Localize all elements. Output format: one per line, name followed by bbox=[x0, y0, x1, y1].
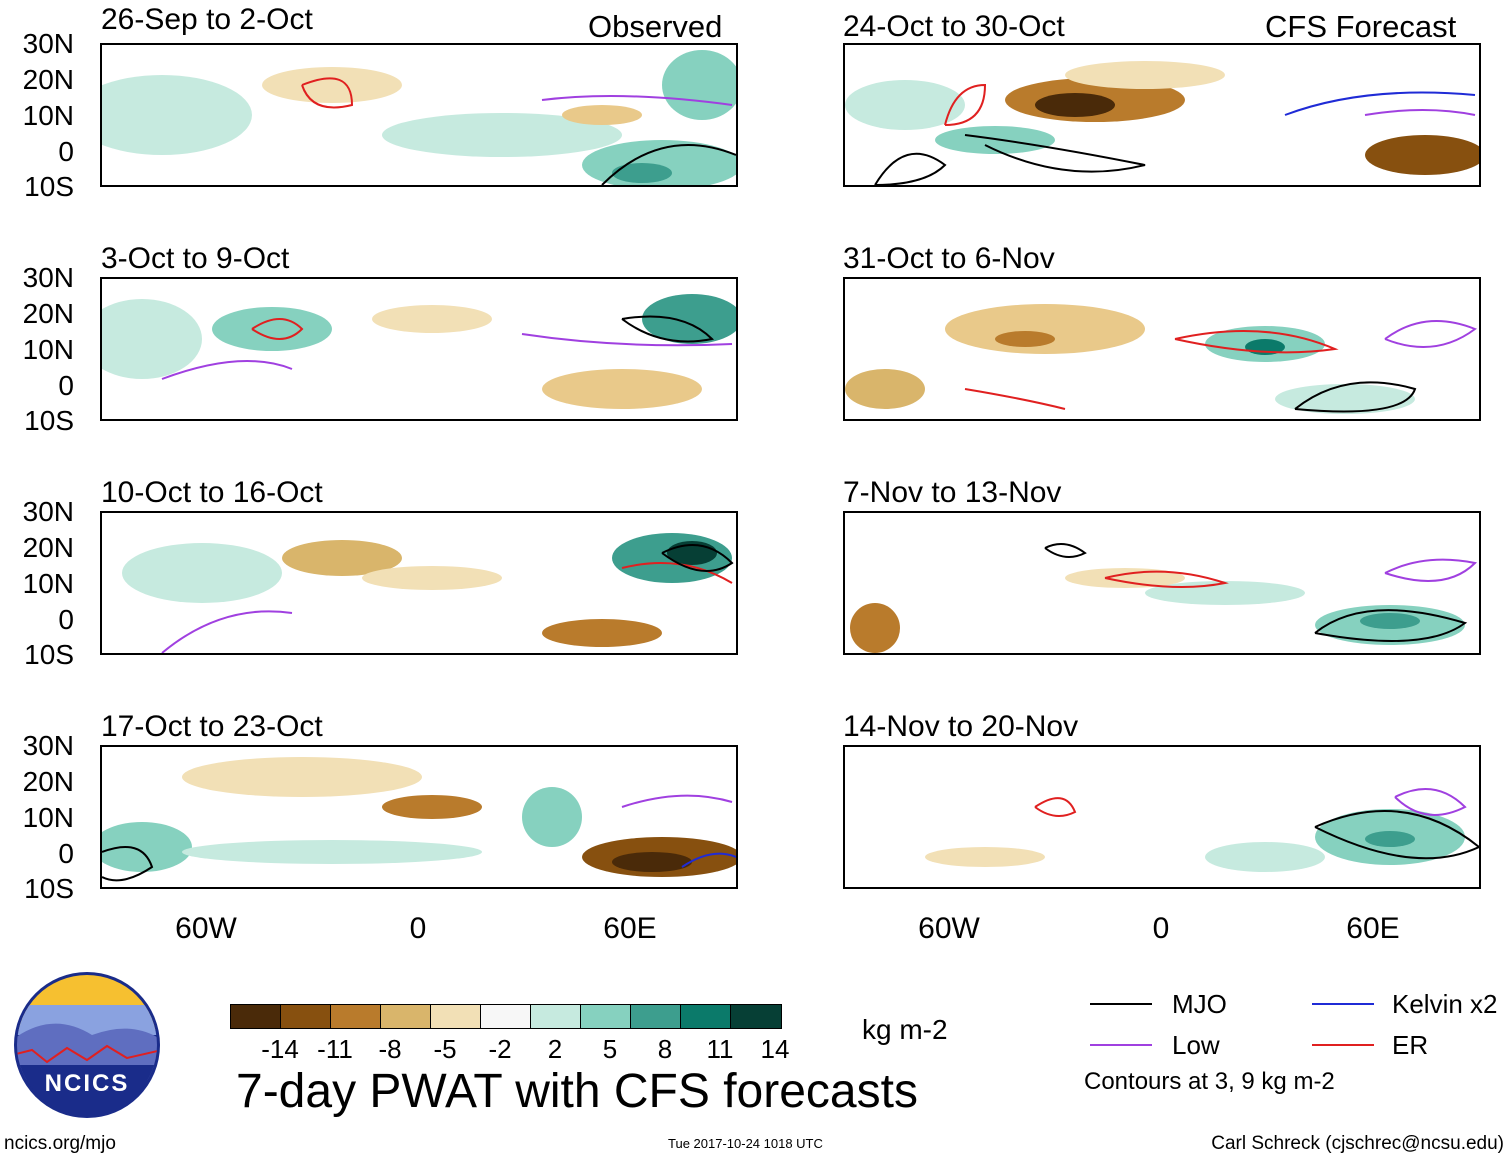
footer-center: Tue 2017-10-24 1018 UTC bbox=[668, 1136, 823, 1151]
panel-5-title: 10-Oct to 16-Oct bbox=[101, 476, 323, 509]
map-panel-4 bbox=[843, 277, 1481, 421]
panel-7-title: 17-Oct to 23-Oct bbox=[101, 710, 323, 743]
logo-text: NCICS bbox=[44, 1070, 130, 1097]
colorbar-swatch bbox=[431, 1005, 481, 1028]
main-title: 7-day PWAT with CFS forecasts bbox=[236, 1065, 918, 1118]
panel-6-title: 7-Nov to 13-Nov bbox=[843, 476, 1062, 509]
legend-low-line bbox=[1090, 1044, 1152, 1046]
colorbar-swatch bbox=[381, 1005, 431, 1028]
panel-1-title: 26-Sep to 2-Oct bbox=[101, 3, 313, 36]
colorbar-swatch bbox=[281, 1005, 331, 1028]
panel-4-title: 31-Oct to 6-Nov bbox=[843, 242, 1055, 275]
legend-low-label: Low bbox=[1172, 1030, 1220, 1060]
map-panel-2 bbox=[843, 43, 1481, 187]
panel-8-map bbox=[845, 747, 1479, 887]
colorbar-unit: kg m-2 bbox=[862, 1014, 948, 1045]
panel-2-map bbox=[845, 45, 1479, 185]
panel-3-title: 3-Oct to 9-Oct bbox=[101, 242, 290, 275]
map-panel-8 bbox=[843, 745, 1481, 889]
map-panel-1 bbox=[100, 43, 738, 187]
map-panel-6 bbox=[843, 511, 1481, 655]
cfs-forecast-tag: CFS Forecast bbox=[1265, 9, 1457, 44]
legend-kelvin-label: Kelvin x2 bbox=[1392, 989, 1498, 1019]
panel-7-map bbox=[102, 747, 736, 887]
map-panel-3 bbox=[100, 277, 738, 421]
panel-4-map bbox=[845, 279, 1479, 419]
map-panel-5 bbox=[100, 511, 738, 655]
colorbar-swatch bbox=[531, 1005, 581, 1028]
footer-right: Carl Schreck (cjschrec@ncsu.edu) bbox=[1211, 1133, 1504, 1154]
panel-3-map bbox=[102, 279, 736, 419]
panel-6-map bbox=[845, 513, 1479, 653]
colorbar-swatch bbox=[731, 1005, 781, 1028]
panel-2-title: 24-Oct to 30-Oct bbox=[843, 10, 1065, 43]
colorbar bbox=[230, 1004, 782, 1029]
legend-mjo-line bbox=[1090, 1003, 1152, 1005]
legend-note: Contours at 3, 9 kg m-2 bbox=[1084, 1068, 1335, 1095]
colorbar-swatch bbox=[681, 1005, 731, 1028]
legend-er-label: ER bbox=[1392, 1030, 1429, 1060]
observed-tag: Observed bbox=[588, 9, 723, 44]
panel-5-map bbox=[102, 513, 736, 653]
panel-1-map bbox=[102, 45, 736, 185]
colorbar-swatch bbox=[481, 1005, 531, 1028]
legend-mjo-label: MJO bbox=[1172, 989, 1227, 1019]
colorbar-swatch bbox=[631, 1005, 681, 1028]
colorbar-swatch bbox=[231, 1005, 281, 1028]
ncics-logo: NCICS bbox=[12, 970, 162, 1120]
legend-kelvin-line bbox=[1312, 1003, 1374, 1005]
footer-left: ncics.org/mjo bbox=[4, 1133, 116, 1154]
panel-8-title: 14-Nov to 20-Nov bbox=[843, 710, 1079, 743]
colorbar-swatch bbox=[331, 1005, 381, 1028]
colorbar-swatch bbox=[581, 1005, 631, 1028]
legend-er-line bbox=[1312, 1044, 1374, 1046]
map-panel-7 bbox=[100, 745, 738, 889]
